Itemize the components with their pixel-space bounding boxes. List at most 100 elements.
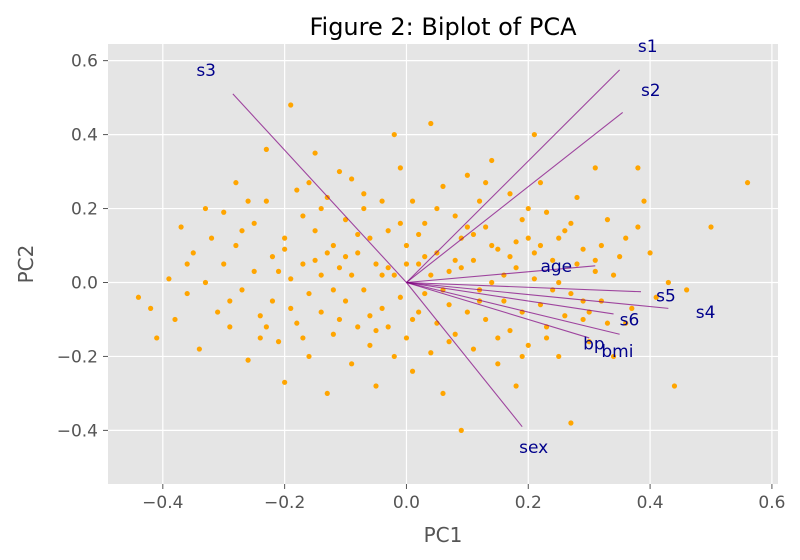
data-point	[519, 217, 525, 223]
data-point	[422, 220, 428, 226]
data-point	[446, 339, 452, 345]
data-point	[208, 235, 215, 241]
y-tick-label: −0.2	[57, 347, 98, 367]
loading-label-s2: s2	[641, 81, 661, 101]
loading-label-s5: s5	[656, 286, 676, 306]
data-point	[282, 379, 288, 385]
data-point	[543, 209, 550, 215]
data-point	[604, 217, 611, 223]
data-point	[556, 279, 562, 286]
data-point	[245, 198, 251, 204]
loading-label-s1: s1	[638, 37, 658, 57]
data-point	[604, 320, 611, 326]
data-point	[580, 316, 586, 323]
data-point	[489, 242, 495, 249]
data-point	[525, 342, 531, 348]
data-point	[361, 191, 367, 197]
data-point	[318, 309, 324, 315]
data-point	[312, 228, 318, 234]
data-point	[330, 242, 336, 249]
data-point	[422, 290, 428, 297]
data-point	[592, 257, 598, 263]
data-point	[489, 279, 495, 286]
data-point	[355, 324, 361, 330]
data-point	[671, 383, 678, 389]
data-point	[543, 335, 550, 341]
data-point	[227, 324, 233, 330]
data-point	[269, 254, 276, 260]
loading-vector-s2	[406, 111, 624, 283]
data-point	[483, 316, 489, 323]
loading-vector-age	[406, 265, 596, 284]
data-point	[166, 276, 172, 282]
data-point	[568, 420, 574, 426]
data-point	[306, 290, 312, 297]
loading-vector-s4	[406, 281, 669, 309]
data-point	[458, 235, 464, 241]
data-point	[288, 276, 294, 282]
data-point	[336, 265, 343, 271]
data-point	[361, 205, 367, 212]
data-point	[196, 346, 202, 352]
data-point	[586, 339, 592, 345]
data-point	[580, 246, 586, 252]
data-point	[416, 309, 422, 315]
x-tick-label: 0.4	[637, 493, 664, 513]
data-point	[178, 224, 184, 230]
data-point	[568, 290, 574, 297]
y-tick-label: −0.4	[57, 421, 98, 441]
data-point	[245, 357, 251, 363]
loading-label-s3: s3	[196, 61, 216, 81]
data-point	[355, 250, 361, 256]
data-point	[470, 346, 477, 352]
data-point	[446, 268, 452, 274]
data-point	[470, 257, 477, 263]
data-point	[300, 213, 306, 219]
data-point	[440, 183, 446, 189]
data-point	[154, 335, 160, 341]
x-tick-label: 0.2	[515, 493, 542, 513]
data-point	[476, 198, 483, 204]
data-point	[257, 313, 263, 319]
data-point	[263, 324, 269, 330]
data-point	[184, 290, 190, 297]
data-point	[397, 220, 403, 226]
data-point	[403, 261, 410, 267]
data-point	[342, 298, 349, 304]
data-point	[422, 254, 428, 260]
loading-vector-bmi	[406, 281, 620, 335]
data-point	[233, 180, 239, 186]
tick-labels: −0.4 −0.2 0.0 0.2 0.4 0.6 −0.4 −0.2 0.0 0.2 0.4 0.6	[57, 52, 786, 513]
data-point	[336, 168, 343, 175]
data-point	[446, 302, 452, 308]
data-point	[483, 224, 489, 230]
data-point	[349, 176, 355, 182]
data-point	[464, 224, 470, 230]
data-point	[580, 298, 586, 304]
data-point	[610, 353, 617, 360]
data-point	[531, 276, 537, 282]
y-tick-label: 0.0	[71, 273, 98, 293]
data-point	[458, 265, 464, 271]
data-point	[221, 209, 227, 215]
data-point	[330, 287, 336, 293]
data-point	[483, 180, 489, 186]
data-point	[355, 231, 361, 238]
data-point	[318, 272, 324, 278]
data-point	[239, 287, 245, 293]
data-point	[251, 268, 257, 274]
data-point	[397, 294, 403, 300]
data-point	[349, 272, 355, 278]
data-point	[373, 383, 379, 389]
data-point	[294, 187, 300, 193]
data-point	[513, 383, 519, 389]
data-point	[513, 239, 519, 245]
data-point	[623, 235, 629, 241]
data-point	[288, 102, 294, 108]
data-point	[610, 272, 617, 278]
data-point	[221, 261, 227, 267]
data-point	[257, 335, 263, 341]
data-point	[635, 165, 641, 171]
